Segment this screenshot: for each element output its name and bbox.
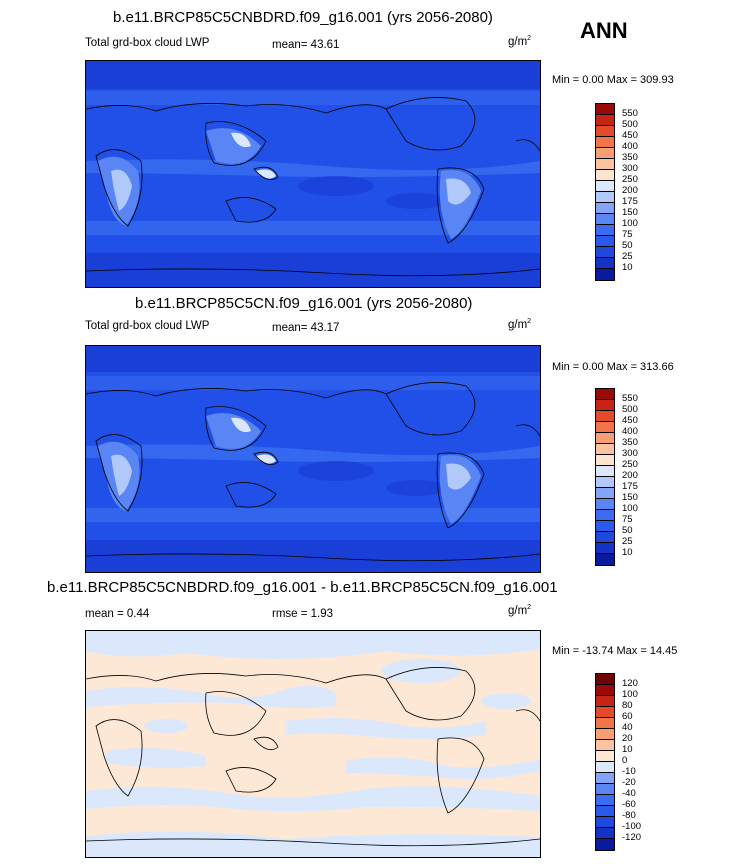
colorbar-tick-label: 80 [622, 700, 633, 711]
panel3-rmse-label: rmse = 1.93 [272, 608, 334, 620]
colorbar-tick-label: 100 [622, 503, 638, 514]
colorbar-tick-label: 500 [622, 404, 638, 415]
colorbar-tick-label: 50 [622, 240, 633, 251]
colorbar-tick-label: 450 [622, 415, 638, 426]
colorbar-tick-label: 250 [622, 174, 638, 185]
colorbar-tick-label: 100 [622, 689, 638, 700]
panel1-units: g/m2 [508, 35, 532, 48]
panel2-units: g/m2 [508, 318, 532, 331]
colorbar-tick-label: 40 [622, 722, 633, 733]
colorbar-tick-label: 400 [622, 141, 638, 152]
colorbar-tick-label: 150 [622, 492, 638, 503]
panel2-map [85, 345, 541, 573]
colorbar-tick-label: 75 [622, 229, 633, 240]
colorbar-tick-label: 50 [622, 525, 633, 536]
colorbar-tick-label: 60 [622, 711, 633, 722]
colorbar-tick-label: -100 [622, 821, 642, 832]
panel3-title: b.e11.BRCP85C5CNBDRD.f09_g16.001 - b.e11… [47, 579, 558, 596]
colorbar-tick-label: -80 [622, 810, 636, 821]
colorbar-tick-label: 25 [622, 536, 633, 547]
colorbar-tick-label: 0 [622, 755, 628, 766]
colorbar-tick-label: 350 [622, 152, 638, 163]
colorbar-tick-label: 500 [622, 119, 638, 130]
panel1-minmax: Min = 0.00 Max = 309.93 [552, 74, 674, 86]
colorbar-tick-label: -20 [622, 777, 636, 788]
colorbar-tick-label: -120 [622, 832, 642, 843]
colorbar-tick-label: 175 [622, 196, 638, 207]
panel3-mean-label: mean = 0.44 [85, 608, 150, 620]
colorbar-tick-label: 120 [622, 678, 638, 689]
colorbar-tick-label: 250 [622, 459, 638, 470]
colorbar-tick-label: 10 [622, 262, 633, 273]
panel2-mean-label: mean= 43.17 [272, 322, 340, 334]
colorbar-tick-label: 20 [622, 733, 633, 744]
colorbar-tick-label: 150 [622, 207, 638, 218]
panel2-colorbar [595, 388, 615, 566]
colorbar-tick-label: 550 [622, 393, 638, 404]
colorbar-tick-label: 10 [622, 547, 633, 558]
colorbar-tick-label: 200 [622, 470, 638, 481]
colorbar-tick-label: -10 [622, 766, 636, 777]
panel3-minmax: Min = -13.74 Max = 14.45 [552, 645, 678, 657]
season-label: ANN [580, 18, 628, 43]
panel3-colorbar [595, 673, 615, 851]
panel1-colorbar [595, 103, 615, 281]
colorbar-tick-label: 550 [622, 108, 638, 119]
colorbar-tick-label: 100 [622, 218, 638, 229]
panel3-map [85, 630, 541, 858]
colorbar-tick-label: 175 [622, 481, 638, 492]
colorbar-tick-label: -40 [622, 788, 636, 799]
colorbar-tick-label: -60 [622, 799, 636, 810]
panel2-title: b.e11.BRCP85C5CN.f09_g16.001 (yrs 2056-2… [135, 295, 473, 312]
panel3-units: g/m2 [508, 604, 532, 617]
colorbar-tick-label: 300 [622, 163, 638, 174]
colorbar-tick-label: 400 [622, 426, 638, 437]
panel2-minmax: Min = 0.00 Max = 313.66 [552, 361, 674, 373]
colorbar-tick-label: 75 [622, 514, 633, 525]
panel2-variable-label: Total grd-box cloud LWP [85, 320, 210, 332]
panel1-variable-label: Total grd-box cloud LWP [85, 37, 210, 49]
colorbar-tick-label: 450 [622, 130, 638, 141]
panel1-map [85, 60, 541, 288]
colorbar-tick-label: 10 [622, 744, 633, 755]
colorbar-tick-label: 25 [622, 251, 633, 262]
panel1-title: b.e11.BRCP85C5CNBDRD.f09_g16.001 (yrs 20… [113, 9, 493, 26]
colorbar-tick-label: 350 [622, 437, 638, 448]
panel1-mean-label: mean= 43.61 [272, 39, 340, 51]
colorbar-tick-label: 200 [622, 185, 638, 196]
colorbar-tick-label: 300 [622, 448, 638, 459]
